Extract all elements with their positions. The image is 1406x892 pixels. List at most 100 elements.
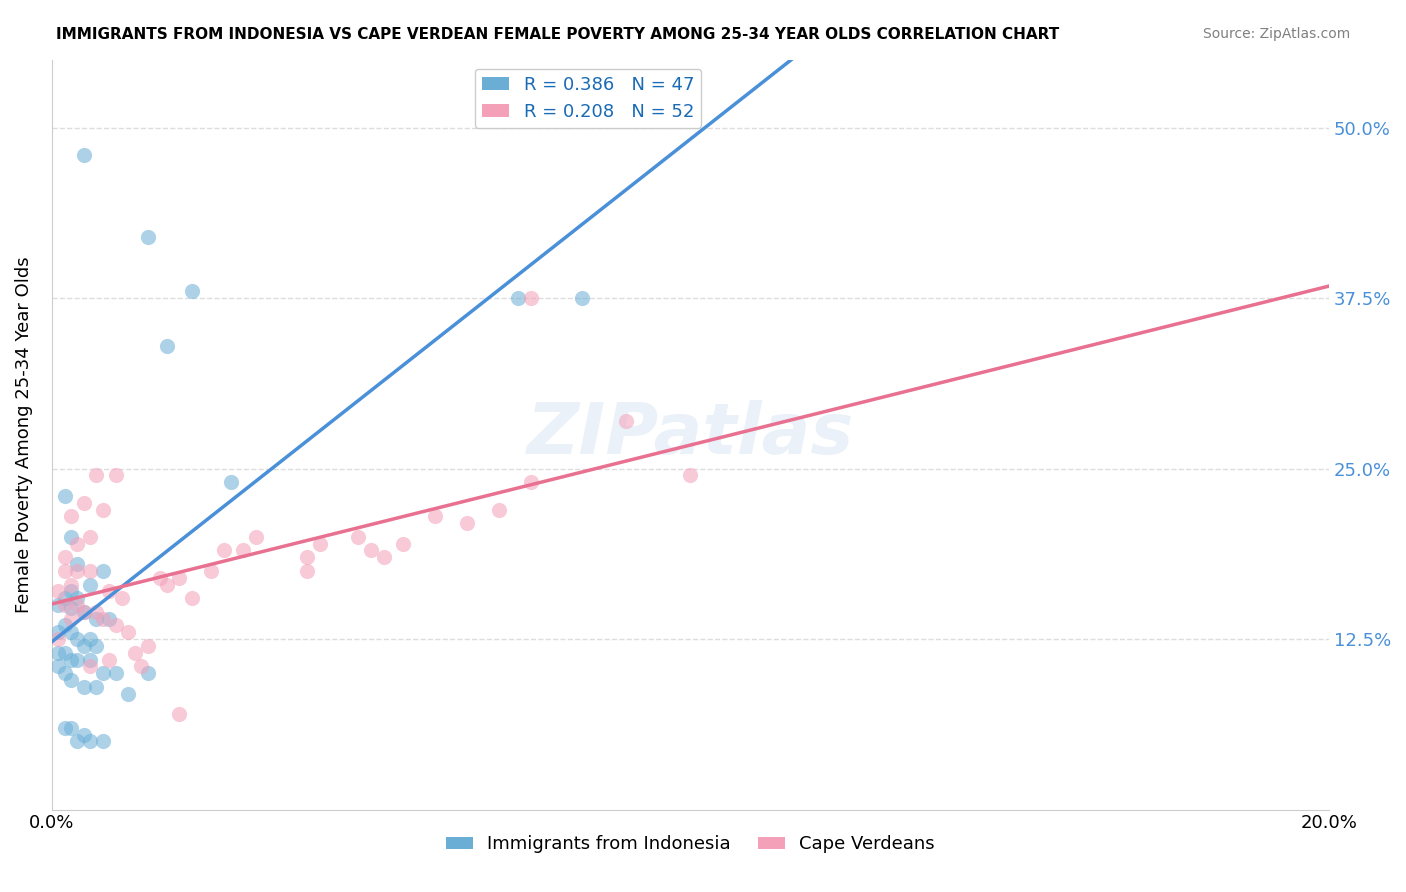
Point	[53, 591, 76, 606]
Point	[53, 489, 76, 503]
Point	[169, 707, 191, 722]
Point	[169, 571, 191, 585]
Point	[73, 148, 96, 162]
Point	[86, 680, 108, 694]
Point	[66, 536, 89, 550]
Point	[488, 502, 510, 516]
Point	[46, 598, 69, 612]
Point	[212, 543, 235, 558]
Point	[104, 468, 127, 483]
Point	[79, 659, 101, 673]
Point	[46, 632, 69, 646]
Point	[295, 564, 318, 578]
Point	[53, 666, 76, 681]
Point	[79, 577, 101, 591]
Point	[53, 618, 76, 632]
Point	[104, 666, 127, 681]
Point	[98, 612, 121, 626]
Point	[136, 639, 159, 653]
Point	[66, 591, 89, 606]
Point	[136, 230, 159, 244]
Point	[156, 577, 179, 591]
Point	[59, 721, 82, 735]
Point	[86, 639, 108, 653]
Point	[136, 666, 159, 681]
Point	[79, 632, 101, 646]
Point	[519, 291, 541, 305]
Point	[91, 612, 114, 626]
Point	[86, 468, 108, 483]
Point	[129, 659, 152, 673]
Point	[73, 496, 96, 510]
Point	[98, 584, 121, 599]
Point	[66, 734, 89, 748]
Point	[91, 734, 114, 748]
Point	[616, 414, 638, 428]
Point	[200, 564, 222, 578]
Point	[59, 612, 82, 626]
Point	[73, 727, 96, 741]
Point	[117, 625, 139, 640]
Point	[73, 605, 96, 619]
Point	[245, 530, 267, 544]
Point	[66, 564, 89, 578]
Point	[519, 475, 541, 490]
Point	[124, 646, 146, 660]
Point	[59, 577, 82, 591]
Point	[59, 530, 82, 544]
Point	[73, 605, 96, 619]
Point	[295, 550, 318, 565]
Point	[373, 550, 395, 565]
Point	[392, 536, 415, 550]
Point	[117, 687, 139, 701]
Point	[86, 612, 108, 626]
Point	[91, 502, 114, 516]
Point	[456, 516, 478, 531]
Point	[46, 584, 69, 599]
Point	[53, 564, 76, 578]
Point	[506, 291, 529, 305]
Point	[46, 659, 69, 673]
Point	[46, 646, 69, 660]
Point	[59, 584, 82, 599]
Point	[181, 285, 204, 299]
Point	[91, 666, 114, 681]
Point	[104, 618, 127, 632]
Point	[59, 600, 82, 615]
Point	[59, 652, 82, 666]
Point	[156, 339, 179, 353]
Text: ZIPatlas: ZIPatlas	[527, 401, 853, 469]
Y-axis label: Female Poverty Among 25-34 Year Olds: Female Poverty Among 25-34 Year Olds	[15, 256, 32, 613]
Point	[79, 734, 101, 748]
Point	[73, 680, 96, 694]
Point	[181, 591, 204, 606]
Point	[219, 475, 242, 490]
Point	[53, 646, 76, 660]
Point	[66, 557, 89, 571]
Point	[149, 571, 172, 585]
Point	[79, 564, 101, 578]
Point	[232, 543, 254, 558]
Point	[91, 564, 114, 578]
Point	[53, 550, 76, 565]
Point	[66, 598, 89, 612]
Point	[571, 291, 593, 305]
Point	[46, 625, 69, 640]
Point	[79, 652, 101, 666]
Point	[53, 598, 76, 612]
Legend: R = 0.386   N = 47, R = 0.208   N = 52: R = 0.386 N = 47, R = 0.208 N = 52	[475, 69, 702, 128]
Point	[347, 530, 370, 544]
Point	[66, 652, 89, 666]
Point	[59, 673, 82, 687]
Point	[98, 652, 121, 666]
Point	[66, 632, 89, 646]
Point	[86, 605, 108, 619]
Point	[423, 509, 446, 524]
Point	[73, 639, 96, 653]
Point	[79, 530, 101, 544]
Point	[360, 543, 382, 558]
Text: Source: ZipAtlas.com: Source: ZipAtlas.com	[1202, 27, 1350, 41]
Point	[59, 625, 82, 640]
Point	[309, 536, 332, 550]
Point	[53, 721, 76, 735]
